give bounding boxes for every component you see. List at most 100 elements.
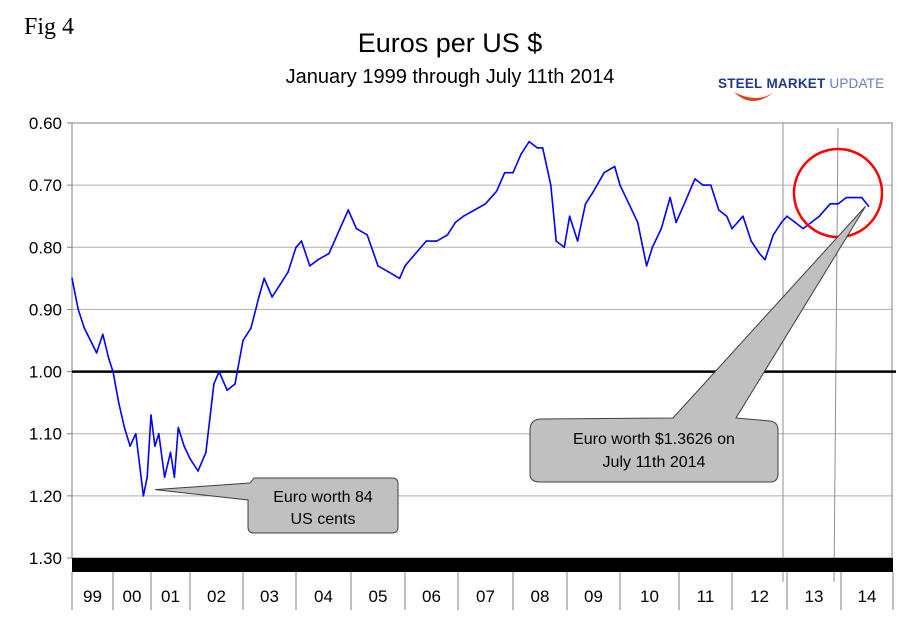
data-point bbox=[484, 202, 487, 205]
data-point bbox=[250, 327, 252, 329]
data-point bbox=[555, 240, 557, 242]
data-point bbox=[328, 252, 330, 255]
data-point bbox=[495, 190, 498, 193]
data-point bbox=[258, 296, 260, 298]
data-point bbox=[651, 246, 654, 249]
x-axis-bar bbox=[72, 558, 893, 572]
data-point bbox=[563, 246, 566, 249]
data-point bbox=[117, 401, 120, 404]
data-point bbox=[189, 457, 191, 460]
data-point bbox=[377, 265, 379, 267]
data-point bbox=[628, 202, 630, 205]
data-point bbox=[263, 277, 266, 280]
data-point bbox=[867, 205, 870, 208]
data-point bbox=[89, 339, 92, 342]
data-point bbox=[550, 184, 552, 186]
y-tick-label: 0.70 bbox=[29, 176, 62, 195]
data-point bbox=[142, 495, 145, 497]
data-point bbox=[123, 426, 126, 429]
data-point bbox=[837, 202, 840, 205]
data-point bbox=[794, 221, 796, 224]
data-point bbox=[619, 184, 621, 186]
x-tick-label: 03 bbox=[260, 587, 279, 606]
data-point bbox=[772, 234, 775, 236]
data-point bbox=[388, 271, 390, 273]
callout-text: Euro worth $1.3626 on bbox=[573, 431, 735, 448]
x-tick-label: 01 bbox=[161, 587, 180, 606]
data-point bbox=[77, 308, 79, 311]
x-tick-label: 12 bbox=[750, 587, 769, 606]
data-point bbox=[154, 445, 156, 447]
data-point bbox=[271, 296, 273, 298]
data-point bbox=[71, 277, 73, 280]
data-point bbox=[317, 258, 319, 261]
data-point bbox=[520, 153, 522, 155]
data-point bbox=[802, 227, 804, 230]
data-point bbox=[108, 358, 110, 360]
data-point bbox=[645, 265, 648, 267]
data-point bbox=[603, 171, 605, 174]
data-point bbox=[279, 283, 281, 286]
data-point bbox=[347, 209, 350, 211]
data-point bbox=[568, 215, 571, 218]
data-point bbox=[197, 470, 199, 472]
data-point bbox=[683, 202, 686, 205]
figure-label: Fig 4 bbox=[24, 14, 75, 40]
data-point bbox=[592, 190, 595, 193]
callout-text: Euro worth 84 bbox=[273, 489, 373, 506]
data-point bbox=[163, 476, 166, 479]
data-point bbox=[731, 227, 733, 230]
data-point bbox=[861, 196, 863, 199]
data-point bbox=[829, 202, 831, 205]
data-point bbox=[226, 389, 228, 392]
data-point bbox=[454, 221, 457, 224]
vertical-marker-line bbox=[833, 127, 839, 583]
data-point bbox=[101, 333, 104, 336]
data-point bbox=[669, 196, 671, 199]
data-point bbox=[462, 215, 465, 218]
data-point bbox=[725, 215, 728, 218]
data-point bbox=[503, 171, 506, 174]
data-point bbox=[675, 221, 677, 224]
x-tick-label: 99 bbox=[83, 587, 102, 606]
data-point bbox=[300, 240, 303, 242]
callout-text: July 11th 2014 bbox=[603, 454, 706, 471]
data-point bbox=[702, 184, 704, 186]
data-point bbox=[694, 178, 696, 180]
callout-text: US cents bbox=[291, 511, 356, 528]
y-tick-label: 0.60 bbox=[29, 114, 62, 133]
y-tick-label: 0.80 bbox=[29, 238, 62, 257]
data-point bbox=[295, 246, 297, 249]
data-point bbox=[717, 209, 720, 211]
data-point bbox=[584, 202, 587, 205]
data-point bbox=[541, 147, 544, 149]
data-point bbox=[818, 215, 821, 218]
data-point bbox=[213, 383, 215, 385]
data-point bbox=[205, 451, 207, 454]
data-point bbox=[112, 370, 114, 373]
y-tick-label: 0.90 bbox=[29, 300, 62, 319]
callout-84-cents bbox=[154, 477, 399, 534]
data-point bbox=[786, 215, 788, 218]
x-tick-label: 10 bbox=[640, 587, 659, 606]
data-point bbox=[135, 432, 137, 435]
x-tick-label: 00 bbox=[123, 587, 142, 606]
data-point bbox=[660, 227, 663, 230]
x-tick-label: 02 bbox=[207, 587, 226, 606]
data-point bbox=[308, 265, 311, 267]
data-point bbox=[414, 252, 417, 255]
data-point bbox=[742, 215, 744, 218]
data-point bbox=[150, 414, 152, 416]
y-tick-label: 1.00 bbox=[29, 363, 62, 382]
data-point bbox=[425, 240, 428, 242]
data-point bbox=[750, 240, 753, 242]
data-point bbox=[436, 240, 438, 242]
data-point bbox=[613, 165, 616, 168]
data-point bbox=[536, 147, 539, 149]
x-tick-label: 04 bbox=[314, 587, 333, 606]
data-point bbox=[512, 171, 514, 174]
x-tick-label: 05 bbox=[369, 587, 388, 606]
data-point bbox=[287, 271, 289, 273]
data-point bbox=[810, 221, 813, 224]
